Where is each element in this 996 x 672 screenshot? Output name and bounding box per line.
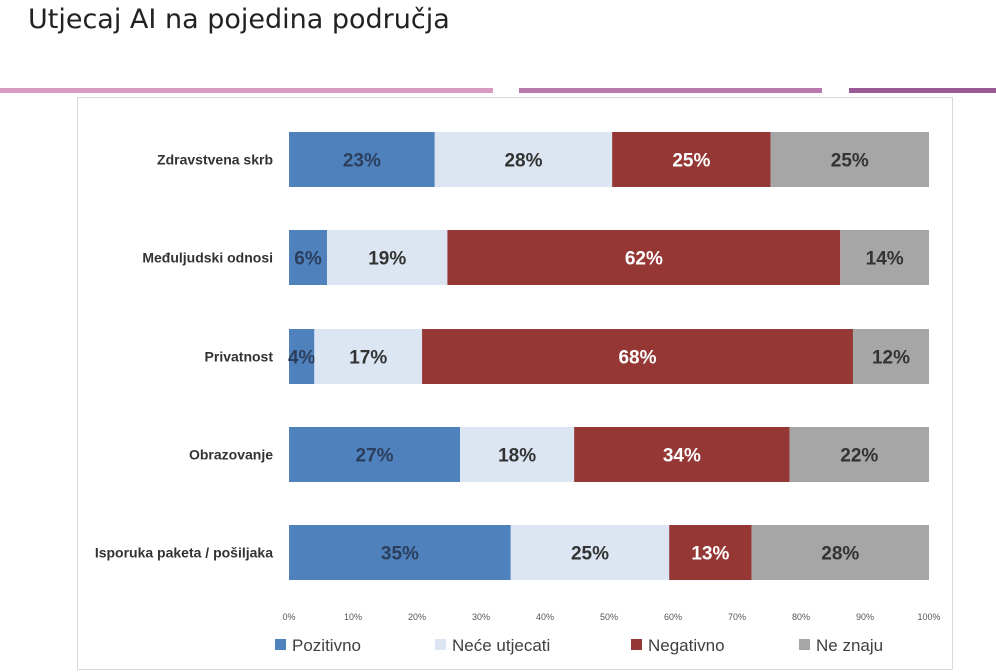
x-tick-label: 30% — [472, 612, 490, 622]
data-label: 68% — [618, 348, 656, 369]
legend-label: Pozitivno — [292, 636, 361, 655]
data-label: 4% — [288, 348, 316, 369]
category-label: Zdravstvena skrb — [157, 152, 273, 168]
bar-segment — [434, 132, 613, 187]
legend-label: Neće utjecati — [452, 636, 550, 655]
data-label: 25% — [831, 151, 869, 172]
data-label: 25% — [571, 544, 609, 565]
x-tick-label: 40% — [536, 612, 554, 622]
data-label: 35% — [381, 544, 419, 565]
data-label: 14% — [866, 249, 904, 270]
x-tick-label: 10% — [344, 612, 362, 622]
bar-segment — [327, 230, 448, 285]
x-tick-label: 90% — [856, 612, 874, 622]
x-tick-label: 0% — [282, 612, 295, 622]
data-label: 22% — [840, 446, 878, 467]
x-tick-label: 70% — [728, 612, 746, 622]
chart-frame — [77, 97, 953, 670]
data-label: 28% — [821, 544, 859, 565]
data-label: 19% — [368, 249, 406, 270]
decorative-line-3 — [849, 88, 996, 93]
bar-segment — [840, 230, 929, 285]
bar-segment — [289, 427, 461, 482]
data-label: 28% — [504, 151, 542, 172]
x-tick-label: 80% — [792, 612, 810, 622]
data-label: 62% — [625, 249, 663, 270]
bar-segment — [612, 132, 771, 187]
x-tick-label: 60% — [664, 612, 682, 622]
data-label: 34% — [663, 446, 701, 467]
category-label: Privatnost — [205, 349, 274, 365]
bar-segment — [669, 525, 752, 580]
bar-segment — [314, 329, 423, 384]
bar-segment — [510, 525, 670, 580]
category-label: Međuljudski odnosi — [142, 250, 273, 266]
bar-segment — [422, 329, 853, 384]
legend-label: Ne znaju — [816, 636, 883, 655]
category-label: Isporuka paketa / pošiljaka — [95, 545, 273, 561]
bar-segment — [770, 132, 929, 187]
data-label: 25% — [672, 151, 710, 172]
x-tick-label: 20% — [408, 612, 426, 622]
data-label: 6% — [294, 249, 322, 270]
legend-label: Negativno — [648, 636, 725, 655]
bar-segment — [289, 329, 315, 384]
x-tick-label: 50% — [600, 612, 618, 622]
data-label: 12% — [872, 348, 910, 369]
legend-swatch — [435, 639, 446, 650]
bar-segment — [852, 329, 929, 384]
legend-swatch — [799, 639, 810, 650]
slide-title: Utjecaj AI na pojedina područja — [28, 4, 450, 35]
bar-segment — [289, 525, 511, 580]
bar-segment — [289, 230, 328, 285]
bar-segment — [789, 427, 929, 482]
bar-segment — [574, 427, 790, 482]
bar-segment — [447, 230, 841, 285]
decorative-line-1 — [0, 88, 493, 93]
bar-segment — [289, 132, 435, 187]
legend-swatch — [275, 639, 286, 650]
legend-swatch — [631, 639, 642, 650]
x-tick-label: 100% — [917, 612, 940, 622]
data-label: 17% — [349, 348, 387, 369]
category-label: Obrazovanje — [189, 447, 273, 463]
data-label: 18% — [498, 446, 536, 467]
bar-segment — [751, 525, 929, 580]
data-label: 27% — [356, 446, 394, 467]
data-label: 13% — [691, 544, 729, 565]
decorative-line-2 — [519, 88, 822, 93]
data-label: 23% — [343, 151, 381, 172]
bar-segment — [460, 427, 575, 482]
